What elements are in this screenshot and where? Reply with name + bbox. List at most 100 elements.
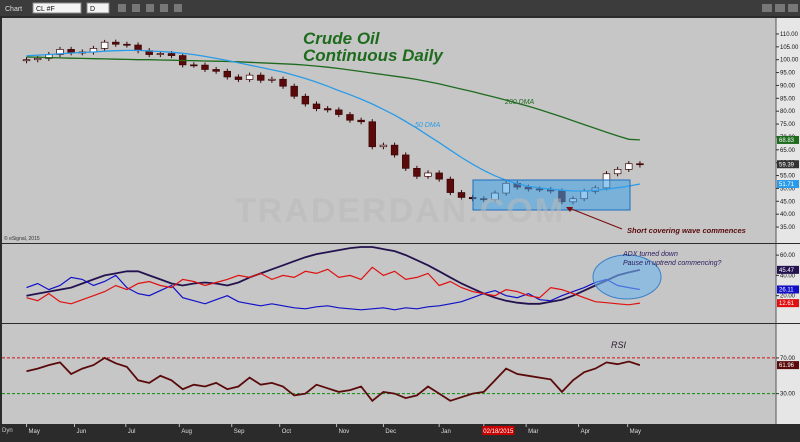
value-badge-label: 26.11 [779, 287, 794, 293]
dma200-label: 200 DMA [504, 99, 535, 106]
candle-body [379, 144, 388, 148]
candle-body [346, 114, 354, 121]
plot-area [2, 324, 776, 424]
value-badge-label: 45.47 [779, 268, 795, 274]
y-tick-label: 40.00 [780, 273, 796, 279]
candle-body [156, 53, 165, 55]
x-tick-label: Oct [282, 429, 292, 435]
annotation: Pause in uptrend commencing? [623, 260, 722, 267]
y-tick-label: 75.00 [780, 122, 796, 128]
value-badge-label: 12.61 [779, 301, 795, 307]
toolbar [0, 0, 800, 16]
value-badge [777, 160, 799, 169]
y-tick-label: 90.00 [780, 83, 796, 89]
annotation: ADX turned down [622, 251, 678, 258]
candle-body [100, 41, 109, 49]
x-tick-label: Nov [339, 429, 350, 435]
plot-area [2, 18, 776, 243]
y-tick-label: 60.00 [780, 253, 796, 259]
candle-body [22, 59, 31, 62]
candle-body [257, 74, 265, 81]
dma50-label: 50 DMA [415, 122, 441, 129]
value-badge [777, 135, 799, 144]
y-tick-label: 65.00 [780, 148, 796, 154]
interval[interactable]: D [90, 6, 95, 13]
candle-body [245, 74, 254, 80]
x-tick-label: Apr [581, 429, 590, 435]
annotation: Short covering wave commences [627, 226, 746, 235]
x-tick-label: May [29, 429, 40, 435]
series-line [26, 56, 640, 141]
value-badge [777, 285, 799, 294]
y-tick-label: 45.00 [780, 199, 796, 205]
candle-body [223, 70, 231, 78]
candle-body [123, 43, 131, 46]
candle-body [323, 108, 332, 111]
candle-body [390, 144, 399, 156]
candle-body [402, 154, 410, 169]
arrow-head [566, 207, 573, 212]
value-badge-label: 61.96 [779, 363, 795, 369]
x-tick-label: Sep [234, 429, 245, 435]
x-tick-label: Aug [181, 429, 192, 435]
y-tick-label: 55.00 [780, 174, 796, 180]
copyright: © eSignal, 2015 [4, 235, 40, 242]
candle-body [33, 58, 42, 61]
symbol-box[interactable] [32, 2, 82, 14]
y-tick-label: 40.00 [780, 212, 796, 218]
y-tick-label: 80.00 [780, 109, 796, 115]
axis-area [776, 244, 800, 323]
value-badge [777, 299, 799, 308]
candle-body [312, 103, 321, 109]
y-tick-label: 110.00 [780, 32, 799, 38]
x-tick-label: May [630, 429, 641, 435]
candle-body [413, 167, 421, 177]
y-tick-label: 85.00 [780, 96, 796, 102]
interval-box[interactable] [86, 2, 110, 14]
corner-label: Dyn [2, 428, 13, 434]
candle-body [234, 76, 243, 80]
candle-body [457, 192, 466, 198]
x-tick-label: Jul [128, 429, 136, 435]
candle-body [335, 109, 343, 115]
candle-body [446, 178, 455, 193]
candle-body [424, 172, 432, 177]
candle-body [167, 53, 176, 56]
symbol[interactable]: CL #F [36, 6, 55, 13]
highlight-ellipse [592, 254, 662, 300]
toolbar-icons [118, 4, 798, 12]
candle-body [212, 69, 220, 72]
candle-body [190, 64, 198, 67]
candle-body [357, 119, 365, 123]
date-marker-label: 02/18/2015 [483, 429, 514, 435]
value-badge-label: 51.71 [779, 182, 795, 188]
value-badge [777, 180, 799, 189]
x-axis-area [0, 424, 800, 437]
y-tick-label: 50.00 [780, 186, 796, 192]
window-title: Chart [5, 6, 22, 13]
y-tick-label: 95.00 [780, 71, 796, 77]
y-tick-label: 20.00 [780, 294, 796, 300]
highlight-box [472, 179, 631, 211]
x-tick-label: Dec [385, 429, 396, 435]
watermark: TRADERDAN.COM [235, 192, 565, 230]
title: Crude Oil [303, 29, 381, 48]
candle-body [625, 163, 633, 170]
y-tick-label: 35.00 [780, 225, 796, 231]
series-line [26, 266, 640, 306]
subtitle: Continuous Daily [303, 46, 444, 65]
candle-body [279, 78, 287, 87]
value-badge [777, 265, 799, 274]
candle-body [636, 163, 644, 166]
y-tick-label: 30.00 [780, 392, 796, 398]
value-badge [777, 361, 799, 370]
series-line [26, 246, 641, 305]
date-marker [482, 426, 515, 435]
candle-body [435, 172, 443, 180]
axis-area [776, 324, 800, 424]
value-badge-label: 59.39 [779, 162, 795, 168]
candle-body [368, 121, 376, 148]
y-tick-label: 105.00 [780, 45, 799, 51]
candle-body [613, 169, 622, 175]
